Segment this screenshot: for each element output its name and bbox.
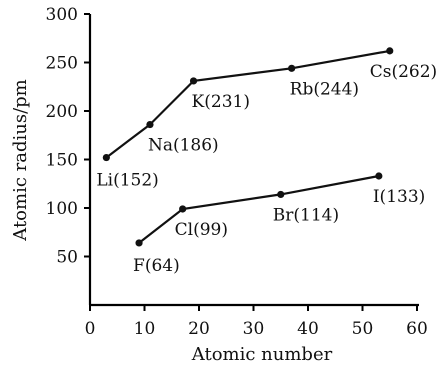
data-label: K(231) [192,92,250,112]
data-point [135,239,143,247]
data-point [386,47,394,55]
y-tick-label: 50 [56,248,78,268]
y-tick-label: 250 [46,54,78,74]
data-label: I(133) [373,187,425,207]
data-label: Rb(244) [290,79,359,99]
series-0: Li(152) Na(186) K(231) Rb(244) Cs(262) [96,47,437,191]
series-line [138,174,380,244]
data-label: Br(114) [273,205,339,225]
x-tick-label: 20 [188,319,210,339]
y-tick-label: 200 [46,102,78,122]
data-point [375,172,383,180]
data-point [179,205,187,213]
data-point [189,77,198,85]
data-point [146,120,154,129]
data-point [288,64,296,72]
data-label: Na(186) [148,136,219,156]
chart-ticks: 0 10 20 30 40 50 60 50 100 150 200 250 300 [46,5,428,339]
x-tick-label: 40 [297,319,319,339]
x-tick-label: 50 [352,319,374,339]
x-tick-label: 0 [85,319,96,339]
x-tick-label: 10 [134,319,156,339]
data-point [277,190,285,199]
y-tick-label: 300 [46,5,78,25]
data-point [102,153,110,162]
y-axis-label: Atomic radius/pm [10,79,31,241]
data-label: Li(152) [96,171,158,191]
x-axis-label: Atomic number [191,344,333,365]
data-label: Cs(262) [370,62,437,82]
y-tick-label: 150 [46,151,78,171]
data-label: Cl(99) [175,220,228,240]
x-tick-label: 30 [243,319,265,339]
chart-series: Li(152) Na(186) K(231) Rb(244) Cs(262) F(64) C… [96,47,437,276]
x-tick-label: 60 [406,319,428,339]
series-1: F(64) Cl(99) Br(114) I(133) [133,172,425,276]
data-label: F(64) [133,256,180,276]
y-tick-label: 100 [46,199,78,219]
